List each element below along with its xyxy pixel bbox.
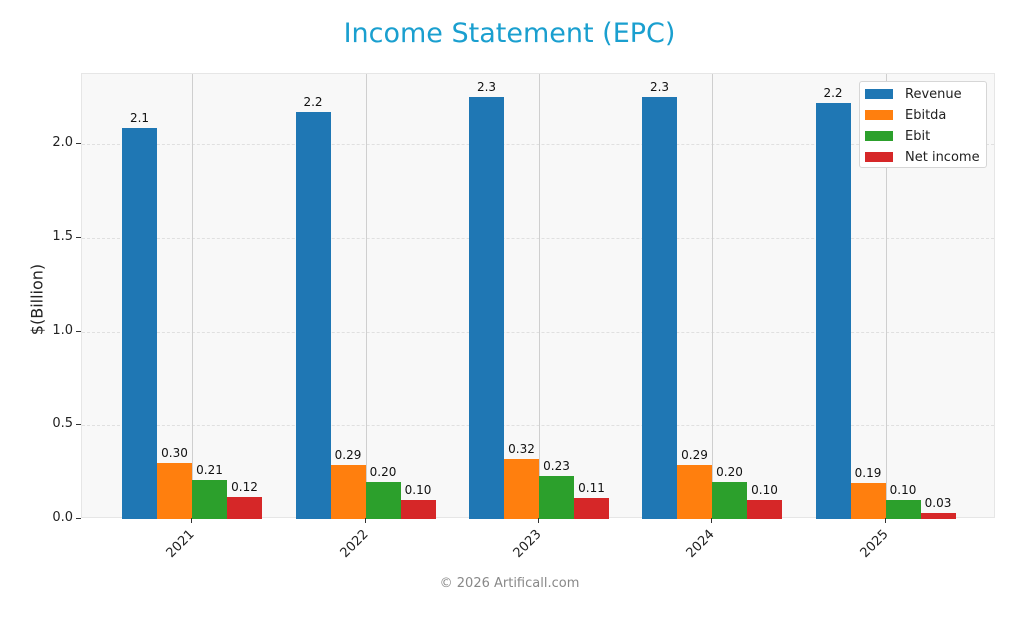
- y-tick-label: 0.0: [52, 510, 73, 525]
- copyright-footer: © 2026 Artificall.com: [439, 576, 580, 591]
- x-tick-label: 2021: [163, 527, 198, 562]
- bar-ebitda-2023: [504, 459, 539, 519]
- bar-value-label: 2.1: [129, 111, 150, 126]
- bar-value-label: 0.29: [334, 447, 362, 462]
- bar-ebitda-2025: [850, 483, 886, 519]
- bar-value-label: 0.20: [716, 464, 743, 479]
- y-tick-label: 1.5: [52, 228, 73, 244]
- bar-ebit-2023: [539, 475, 574, 519]
- bar-value-label: 0.30: [161, 445, 188, 460]
- vertical-gridline: [192, 74, 193, 517]
- bar-revenue-2021: [122, 128, 157, 519]
- legend-label: Ebit: [905, 128, 931, 144]
- bar-ebitda-2024: [677, 464, 712, 519]
- legend-item-net-income: Net income: [865, 148, 980, 166]
- legend-swatch: [865, 152, 893, 162]
- x-tick-mark: [191, 518, 192, 523]
- bar-value-label: 2.2: [303, 95, 323, 110]
- bar-net-income-2021: [227, 496, 262, 519]
- legend-item-ebitda: Ebitda: [865, 106, 946, 124]
- legend-swatch: [865, 89, 893, 99]
- bar-value-label: 0.23: [543, 458, 570, 473]
- bar-revenue-2022: [295, 112, 331, 519]
- x-tick-mark: [884, 518, 886, 523]
- bar-value-label: 0.11: [578, 481, 605, 496]
- vertical-gridline: [712, 74, 713, 517]
- bar-revenue-2023: [469, 97, 504, 519]
- horizontal-gridline: [82, 144, 994, 145]
- plot-area: 2.1 0.30 0.21 0.12 2.2 0.29 0.20 0.10 2.3 0.32 0.2…: [81, 73, 995, 519]
- bar-value-label: 0.29: [681, 447, 708, 462]
- bar-revenue-2024: [642, 97, 677, 519]
- bar-ebitda-2021: [157, 462, 192, 519]
- vertical-gridline: [365, 74, 367, 517]
- x-tick-mark: [538, 518, 539, 523]
- x-tick-mark: [364, 518, 366, 523]
- legend-swatch: [865, 131, 893, 141]
- bar-value-label: 0.12: [231, 479, 258, 494]
- x-tick-label: 2025: [857, 527, 892, 562]
- horizontal-gridline: [82, 237, 994, 239]
- bar-ebit-2025: [885, 500, 921, 519]
- bar-net-income-2024: [747, 500, 782, 519]
- bar-value-label: 0.32: [508, 442, 535, 456]
- bar-value-label: 2.3: [476, 80, 497, 95]
- y-tick-label: 1.0: [52, 322, 73, 338]
- y-tick-mark: [76, 143, 81, 144]
- x-tick-label: 2022: [337, 527, 372, 562]
- vertical-gridline: [885, 74, 887, 517]
- legend-label: Ebitda: [905, 107, 947, 123]
- horizontal-gridline: [82, 331, 994, 333]
- bar-ebit-2021: [192, 479, 227, 519]
- x-tick-mark: [711, 518, 712, 523]
- y-tick-label: 0.5: [52, 416, 73, 432]
- bar-value-label: 0.19: [854, 466, 882, 481]
- bar-value-label: 2.2: [823, 85, 843, 100]
- bar-value-label: 0.03: [924, 496, 952, 511]
- y-tick-mark: [76, 330, 81, 332]
- bar-value-label: 2.3: [649, 80, 670, 95]
- legend: Revenue Ebitda Ebit Net income: [859, 81, 987, 168]
- bar-value-label: 0.10: [751, 483, 778, 498]
- bar-revenue-2025: [815, 102, 851, 519]
- y-tick-label: 2.0: [52, 135, 73, 150]
- bar-net-income-2025: [920, 513, 956, 519]
- y-tick-mark: [76, 424, 81, 426]
- vertical-gridline: [539, 74, 540, 517]
- bar-net-income-2023: [574, 498, 609, 519]
- legend-swatch: [865, 110, 893, 120]
- bar-ebit-2022: [365, 481, 401, 519]
- y-axis-label: $(Billion): [27, 263, 47, 336]
- bar-value-label: 0.21: [196, 462, 223, 477]
- bar-net-income-2022: [400, 500, 436, 519]
- bar-ebit-2024: [712, 481, 747, 519]
- bar-value-label: 0.20: [369, 464, 397, 479]
- horizontal-gridline: [82, 425, 994, 427]
- legend-item-ebit: Ebit: [865, 127, 930, 145]
- legend-item-revenue: Revenue: [865, 85, 962, 103]
- legend-label: Revenue: [905, 86, 962, 102]
- legend-label: Net income: [905, 149, 980, 165]
- y-tick-mark: [76, 518, 81, 519]
- y-tick-mark: [76, 236, 81, 238]
- chart-title: Income Statement (EPC): [343, 18, 676, 49]
- x-tick-label: 2024: [683, 527, 718, 562]
- bar-ebitda-2022: [330, 464, 366, 519]
- bar-value-label: 0.10: [404, 483, 432, 498]
- bar-value-label: 0.10: [889, 483, 917, 498]
- x-tick-label: 2023: [510, 527, 545, 562]
